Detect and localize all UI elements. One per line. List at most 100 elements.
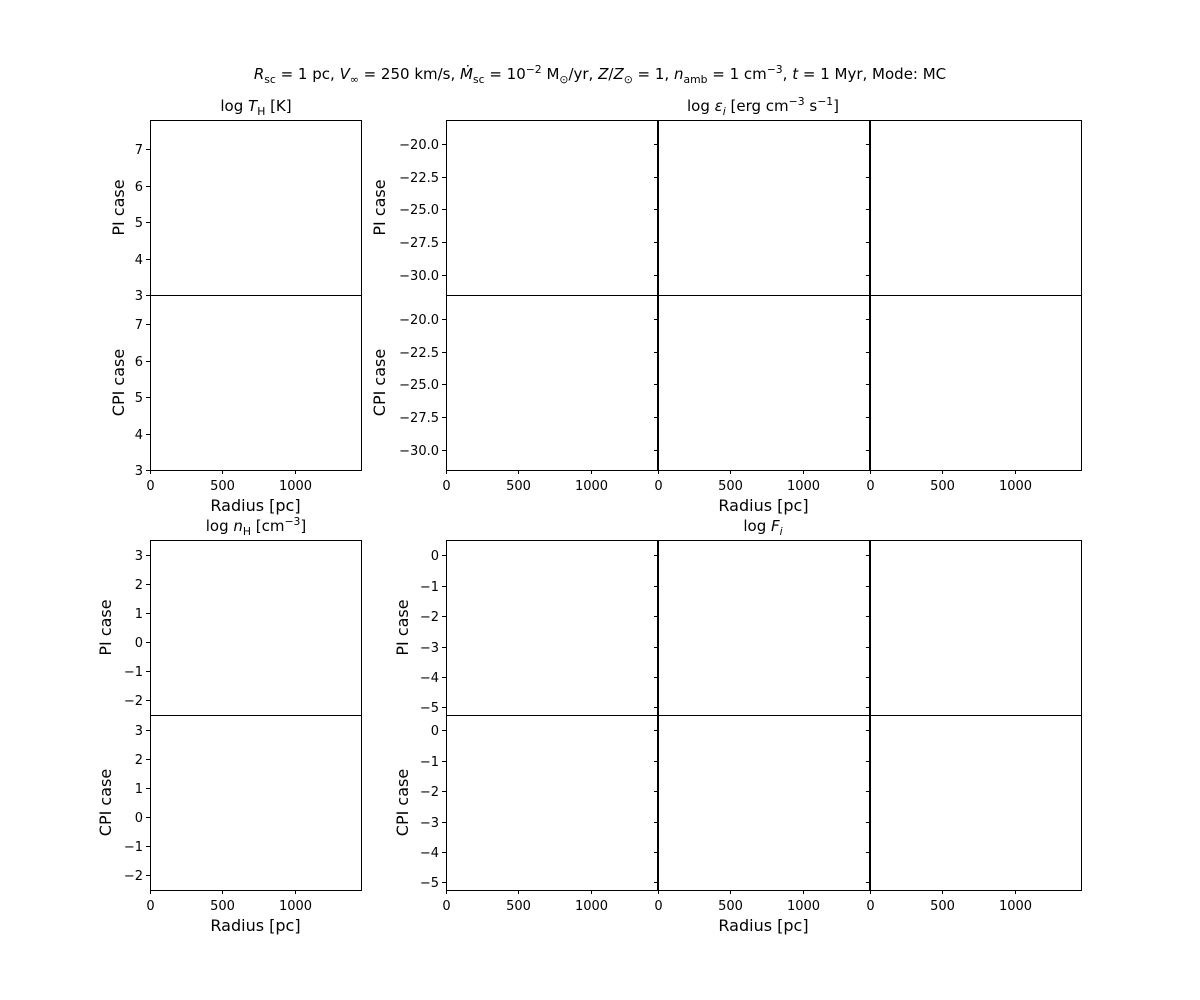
x-tick-label: 1000 (575, 479, 608, 494)
y-tick-label: 1 (135, 782, 143, 797)
x-tick-label: 0 (442, 899, 450, 914)
y-tick-label: −25.0 (399, 378, 439, 393)
y-axis-label-pi: PI case (393, 599, 412, 655)
y-tick-label: 0 (431, 549, 439, 564)
axes-frame-density-pi-col1 (150, 540, 362, 716)
x-tick-label: 1000 (575, 899, 608, 914)
x-tick-label: 0 (442, 479, 450, 494)
y-tick-label: −22.5 (399, 346, 439, 361)
panel-group-density: −2 −1 0 1 2 3 PI case −2 −1 0 1 2 3 0 500 1000 CPI case l… (96, 515, 362, 935)
y-tick-label: −1 (420, 755, 439, 770)
x-tick-label: 0 (146, 479, 154, 494)
axes-frame-emissivity-cpi-col3 (870, 295, 1082, 471)
y-axis-label-pi: PI case (96, 599, 115, 655)
x-tick-label: 1000 (999, 899, 1032, 914)
y-tick-label: 6 (135, 180, 143, 195)
x-tick-label: 500 (930, 479, 955, 494)
y-tick-label: −25.0 (399, 203, 439, 218)
y-tick-label: −2 (124, 869, 143, 884)
panel-title-temperature: log TH [K] (220, 97, 291, 118)
y-tick-label: −1 (420, 580, 439, 595)
y-tick-label: −2 (420, 610, 439, 625)
x-tick-label: 500 (210, 479, 235, 494)
y-tick-label: −5 (420, 701, 439, 716)
y-tick-label: −2 (124, 694, 143, 709)
axes-frame-emissivity-pi-col1 (446, 120, 658, 296)
x-tick-label: 500 (210, 899, 235, 914)
x-tick-label: 0 (654, 479, 662, 494)
y-tick-label: −22.5 (399, 171, 439, 186)
y-tick-label: −2 (420, 785, 439, 800)
x-tick-label: 1000 (279, 479, 312, 494)
y-tick-label: 2 (135, 578, 143, 593)
y-tick-label: 0 (135, 811, 143, 826)
y-axis-label-cpi: CPI case (109, 349, 128, 416)
x-tick-label: 1000 (787, 899, 820, 914)
panel-group-fraction: −5 −4 −3 −2 −1 0 PI case −5 −4 −3 −2 −1 0 0 500 1000 0 50… (393, 517, 1082, 935)
axes-frame-fraction-pi-col1 (446, 540, 658, 716)
y-tick-label: −1 (124, 840, 143, 855)
x-tick-label: 1000 (999, 479, 1032, 494)
y-tick-label: 4 (135, 253, 143, 268)
panel-group-emissivity: −30.0 −27.5 −25.0 −22.5 −20.0 PI case −30.0 −27… (370, 95, 1082, 515)
x-tick-label: 0 (866, 899, 874, 914)
y-tick-label: −30.0 (399, 444, 439, 459)
panel-group-temperature: 3 4 5 6 7 PI case 3 4 5 6 7 0 500 1000 CPI case log TH … (109, 97, 362, 515)
y-tick-label: 4 (135, 428, 143, 443)
y-tick-label: −30.0 (399, 269, 439, 284)
x-tick-label: 500 (718, 479, 743, 494)
axes-frame-fraction-pi-col3 (870, 540, 1082, 716)
axes-frame-emissivity-cpi-col1 (446, 295, 658, 471)
axes-frame-density-cpi-col1 (150, 715, 362, 891)
y-tick-label: 1 (135, 607, 143, 622)
y-tick-label: −4 (420, 846, 439, 861)
axes-frame-emissivity-pi-col3 (870, 120, 1082, 296)
y-tick-label: 0 (431, 724, 439, 739)
y-tick-label: 3 (135, 724, 143, 739)
x-tick-label: 1000 (279, 899, 312, 914)
x-tick-label: 1000 (787, 479, 820, 494)
axes-frame-temperature-pi-col1 (150, 120, 362, 296)
y-tick-label: 2 (135, 753, 143, 768)
y-tick-label: 5 (135, 216, 143, 231)
y-tick-label: −3 (420, 641, 439, 656)
y-tick-label: −27.5 (399, 411, 439, 426)
y-tick-label: 7 (135, 143, 143, 158)
y-axis-label-cpi: CPI case (370, 349, 389, 416)
x-tick-label: 0 (866, 479, 874, 494)
y-axis-label-cpi: CPI case (393, 769, 412, 836)
y-tick-label: 3 (135, 289, 143, 304)
panel-title-emissivity: log εi [erg cm−3 s−1] (687, 95, 839, 118)
y-tick-label: −5 (420, 876, 439, 891)
y-tick-label: 6 (135, 355, 143, 370)
y-axis-label-pi: PI case (370, 179, 389, 235)
y-axis-label-pi: PI case (109, 179, 128, 235)
y-tick-label: 0 (135, 636, 143, 651)
panel-title-fraction: log Fi (743, 517, 782, 538)
y-tick-label: 5 (135, 391, 143, 406)
x-tick-label: 0 (146, 899, 154, 914)
x-tick-label: 500 (506, 899, 531, 914)
axes-frame-temperature-cpi-col1 (150, 295, 362, 471)
x-axis-label-temperature: Radius [pc] (210, 496, 300, 515)
x-tick-label: 500 (930, 899, 955, 914)
y-tick-label: −20.0 (399, 138, 439, 153)
y-tick-label: 3 (135, 549, 143, 564)
y-tick-label: −3 (420, 816, 439, 831)
y-tick-label: 7 (135, 318, 143, 333)
x-tick-label: 500 (506, 479, 531, 494)
y-tick-label: −1 (124, 665, 143, 680)
x-axis-label-emissivity: Radius [pc] (718, 496, 808, 515)
y-tick-label: −27.5 (399, 236, 439, 251)
x-axis-label-density: Radius [pc] (210, 916, 300, 935)
axes-frame-fraction-cpi-col1 (446, 715, 658, 891)
x-axis-label-fraction: Radius [pc] (718, 916, 808, 935)
axes-frame-fraction-cpi-col2 (658, 715, 870, 891)
y-axis-label-cpi: CPI case (96, 769, 115, 836)
panel-title-density: log nH [cm−3] (206, 515, 307, 538)
x-tick-label: 500 (718, 899, 743, 914)
x-tick-label: 0 (654, 899, 662, 914)
axes-frame-fraction-cpi-col3 (870, 715, 1082, 891)
